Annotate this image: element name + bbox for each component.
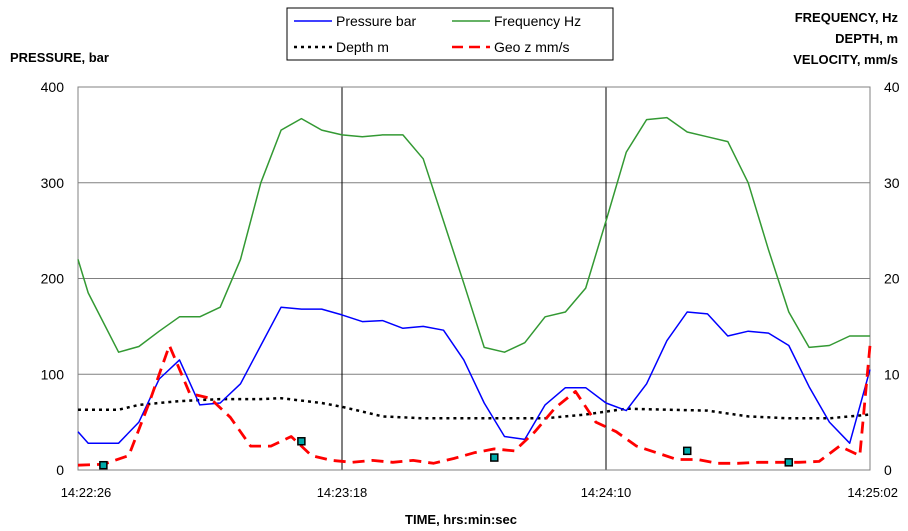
x-axis-tick-labels: 14:22:26 14:23:18 14:24:10 14:25:02: [61, 485, 898, 500]
y2-tick-label-0: 0: [884, 462, 892, 478]
right-axis-label-depth: DEPTH, m: [835, 31, 898, 46]
data-marker-4: [784, 458, 794, 467]
y-tick-label-2: 200: [41, 271, 65, 287]
legend-label-pressure: Pressure bar: [336, 13, 416, 29]
series-line-depth-m: [78, 396, 871, 420]
y2-tick-label-3: 30: [884, 175, 900, 191]
x-tick-label-2: 14:24:10: [581, 485, 632, 500]
plot-area-frame: [77, 86, 871, 471]
data-markers: [99, 437, 794, 470]
data-marker-3: [682, 446, 692, 456]
legend: Pressure bar Frequency Hz Depth m Geo z …: [286, 7, 614, 61]
series-line-geo-z-mm-s: [77, 344, 872, 467]
legend-box: [286, 7, 614, 61]
right-axis-tick-labels: 0 10 20 30 40: [884, 79, 900, 478]
data-marker-1: [297, 437, 306, 446]
legend-label-depth: Depth m: [336, 39, 389, 55]
x-tick-label-1: 14:23:18: [317, 485, 368, 500]
x-axis-label: TIME, hrs:min:sec: [405, 512, 517, 527]
y-tick-label-0: 0: [56, 462, 64, 478]
y-tick-label-4: 400: [41, 79, 65, 95]
data-marker-2: [490, 453, 499, 462]
x-tick-label-3: 14:25:02: [847, 485, 898, 500]
vertical-gridlines: [341, 87, 607, 470]
y-axis-label: PRESSURE, bar: [10, 50, 109, 65]
y2-tick-label-2: 20: [884, 271, 900, 287]
y-tick-label-1: 100: [41, 366, 65, 382]
x-tick-label-0: 14:22:26: [61, 485, 112, 500]
right-axis-label-velocity: VELOCITY, mm/s: [793, 52, 898, 67]
legend-label-geo: Geo z mm/s: [494, 39, 569, 55]
left-axis-tick-labels: 0 100 200 300 400: [41, 79, 65, 478]
data-marker-0: [99, 460, 108, 470]
y-tick-label-3: 300: [41, 175, 65, 191]
series-line-frequency-hz: [77, 116, 870, 353]
legend-label-frequency: Frequency Hz: [494, 13, 581, 29]
y2-tick-label-1: 10: [884, 366, 900, 382]
series-line-pressure-bar: [77, 306, 871, 444]
gridlines: [78, 182, 870, 375]
right-axis-label-frequency: FREQUENCY, Hz: [795, 10, 899, 25]
series-lines: [77, 116, 872, 467]
y2-tick-label-4: 40: [884, 79, 900, 95]
